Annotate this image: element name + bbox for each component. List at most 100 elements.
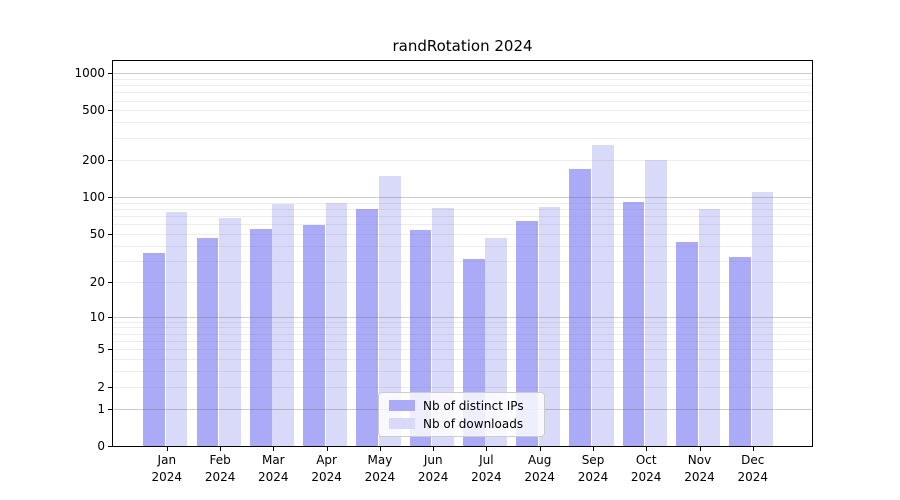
y-tick-label: 20	[89, 274, 105, 289]
bar-distinct-ips	[196, 238, 219, 446]
x-tick-mark	[593, 447, 594, 451]
gridline-minor	[113, 359, 812, 361]
x-tick-label: Jul 2024	[471, 453, 502, 484]
legend-label: Nb of downloads	[423, 416, 524, 431]
x-tick-label: Dec 2024	[737, 453, 769, 484]
gridline-major	[113, 196, 812, 198]
x-tick-label: Apr 2024	[311, 453, 342, 484]
y-tick-label: 100	[82, 189, 105, 204]
y-tick-label: 50	[89, 226, 105, 241]
y-tick-mark	[108, 281, 113, 283]
bar-distinct-ips	[249, 228, 272, 446]
chart-title: randRotation 2024	[392, 37, 533, 55]
bar-downloads	[272, 203, 295, 446]
x-tick-label: Aug 2024	[524, 453, 555, 484]
y-tick-label: 200	[82, 152, 105, 167]
gridline-major	[113, 316, 812, 318]
bar-downloads	[538, 206, 561, 446]
bar-distinct-ips	[143, 252, 165, 446]
x-tick-mark	[486, 447, 488, 451]
x-tick-mark	[539, 447, 541, 451]
gridline-minor	[113, 159, 812, 161]
y-tick-mark	[108, 110, 113, 112]
bar-downloads	[378, 175, 401, 446]
plot-area	[113, 61, 812, 446]
y-tick-mark	[108, 73, 113, 74]
x-tick-label: Feb 2024	[204, 453, 236, 484]
x-tick-label: Jan 2024	[151, 453, 183, 484]
x-tick-mark	[326, 447, 328, 451]
y-tick-mark	[108, 196, 113, 198]
bar-distinct-ips	[729, 257, 751, 446]
gridline-minor	[113, 327, 812, 329]
gridline-minor	[113, 78, 812, 80]
gridline-minor	[113, 321, 812, 323]
legend-label: Nb of distinct IPs	[423, 398, 524, 413]
y-tick-label: 5	[97, 342, 105, 357]
bar-distinct-ips	[356, 209, 379, 446]
gridline-minor	[113, 386, 812, 388]
gridline-minor	[113, 122, 812, 124]
legend-swatch-distinct-ips	[389, 400, 415, 411]
gridline-minor	[113, 208, 812, 210]
y-tick-mark	[108, 386, 113, 388]
x-tick-label: Jun 2024	[417, 453, 449, 484]
y-tick-mark	[108, 233, 113, 235]
gridline-major	[113, 73, 812, 74]
gridline-minor	[113, 349, 812, 351]
gridline-minor	[113, 260, 812, 262]
bar-distinct-ips	[303, 225, 325, 446]
x-tick-label: Oct 2024	[630, 453, 662, 484]
x-tick-mark	[273, 447, 275, 451]
bar-downloads	[325, 202, 348, 446]
x-tick-mark	[220, 447, 222, 451]
x-tick-label: Mar 2024	[258, 453, 289, 484]
x-tick-mark	[379, 447, 381, 451]
gridline-minor	[113, 333, 812, 335]
x-tick-mark	[166, 447, 168, 451]
legend-item: Nb of downloads	[389, 417, 544, 431]
gridline-minor	[113, 281, 812, 283]
y-tick-label: 2	[97, 379, 105, 394]
gridline-minor	[113, 245, 812, 247]
x-tick-mark	[646, 447, 648, 451]
gridline-minor	[113, 85, 812, 87]
y-tick-label: 1	[97, 401, 105, 416]
bar-downloads	[698, 208, 721, 446]
gridline-minor	[113, 371, 812, 373]
gridline-minor	[113, 202, 812, 204]
y-tick-mark	[108, 159, 113, 161]
gridline-minor	[113, 100, 812, 102]
y-tick-label: 10	[89, 309, 105, 324]
gridline-minor	[113, 92, 812, 94]
bar-downloads	[591, 145, 614, 446]
bar-distinct-ips	[516, 220, 538, 446]
x-tick-mark	[752, 447, 754, 451]
bar-distinct-ips	[622, 201, 645, 446]
x-tick-label: Sep 2024	[577, 453, 609, 484]
gridline-minor	[113, 137, 812, 139]
y-tick-mark	[108, 316, 113, 318]
gridline-minor	[113, 341, 812, 342]
gridline-minor	[113, 224, 812, 226]
x-tick-mark	[699, 447, 701, 451]
bar-downloads	[751, 191, 774, 446]
bar-downloads	[219, 218, 241, 446]
y-tick-label: 1000	[74, 66, 105, 80]
gridline-minor	[113, 215, 812, 217]
y-tick-label: 0	[97, 439, 105, 453]
y-tick-mark	[108, 446, 113, 447]
legend-swatch-downloads	[389, 418, 415, 429]
x-tick-mark	[433, 447, 435, 451]
chart-legend: Nb of distinct IPs Nb of downloads	[378, 392, 545, 437]
bar-distinct-ips	[569, 168, 592, 446]
bar-downloads	[432, 208, 454, 446]
x-tick-label: May 2024	[364, 453, 396, 484]
y-tick-mark	[108, 349, 113, 351]
legend-item: Nb of distinct IPs	[389, 399, 544, 413]
gridline-minor	[113, 233, 812, 235]
y-tick-label: 500	[82, 103, 105, 118]
x-tick-label: Nov 2024	[684, 453, 715, 484]
bar-downloads	[645, 160, 667, 446]
